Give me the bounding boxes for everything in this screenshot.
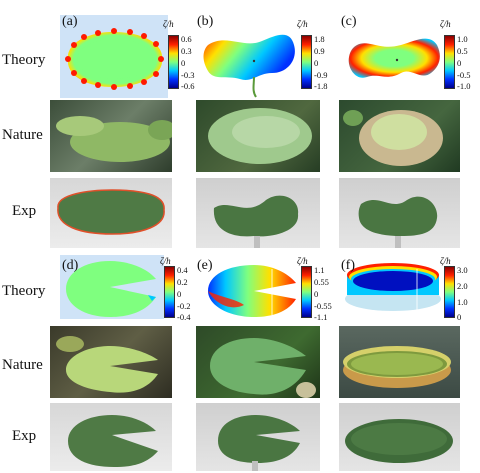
panel-b-tick: 0 [314, 58, 319, 68]
panel-f-tick: 0 [457, 312, 462, 322]
panel-c-tick: -0.5 [457, 70, 471, 80]
row-label-theory-bottom: Theory [2, 283, 46, 299]
row-label-nature-bottom: Nature [2, 357, 43, 373]
panel-f-colorbar-title: ζ/h [440, 256, 451, 266]
panel-e-nature-photo [196, 326, 320, 398]
panel-e-tick: 0 [314, 289, 319, 299]
panel-a-theory-plot [60, 15, 168, 98]
panel-f-letter: (f) [341, 258, 355, 273]
panel-f-tick: 2.0 [457, 281, 468, 291]
panel-b-tick: -1.8 [314, 81, 328, 91]
panel-c-tick: 1.0 [457, 34, 468, 44]
panel-e-tick: 0.55 [314, 277, 329, 287]
panel-e-colorbar [301, 266, 312, 318]
panel-c-tick: 0 [457, 58, 462, 68]
panel-e-letter: (e) [197, 258, 213, 273]
panel-d-nature-photo [50, 326, 172, 398]
panel-a-nature-photo [50, 100, 172, 172]
panel-c-theory-plot [339, 15, 443, 98]
panel-b-colorbar-title: ζ/h [297, 19, 308, 29]
panel-a-tick: -0.3 [181, 70, 195, 80]
panel-b-exp-photo [196, 178, 320, 248]
row-label-exp-top: Exp [12, 203, 37, 219]
panel-e-tick: -0.55 [314, 301, 332, 311]
panel-b-nature-photo [196, 100, 320, 172]
panel-f-tick: 1.0 [457, 297, 468, 307]
panel-c-colorbar [444, 35, 455, 89]
panel-e-theory-plot [196, 255, 300, 319]
panel-e-exp-photo [196, 403, 320, 471]
panel-d-colorbar-title: ζ/h [160, 256, 171, 266]
panel-d-exp-photo [50, 403, 172, 471]
row-label-exp-bottom: Exp [12, 428, 37, 444]
panel-b-tick: 1.8 [314, 34, 325, 44]
panel-d-tick: 0.4 [177, 265, 188, 275]
panel-d-letter: (d) [62, 258, 79, 273]
panel-b-letter: (b) [197, 14, 214, 29]
panel-c-colorbar-title: ζ/h [440, 19, 451, 29]
panel-a-tick: 0.6 [181, 34, 192, 44]
panel-d-tick: 0 [177, 289, 182, 299]
row-label-nature-top: Nature [2, 127, 43, 143]
panel-f-exp-photo [339, 403, 460, 471]
panel-d-colorbar [164, 266, 175, 318]
panel-a-tick: 0.3 [181, 46, 192, 56]
panel-d-tick: 0.2 [177, 277, 188, 287]
panel-b-theory-plot [196, 15, 300, 98]
panel-b-colorbar [301, 35, 312, 89]
panel-e-tick: -1.1 [314, 312, 328, 322]
panel-c-exp-photo [339, 178, 460, 248]
panel-a-tick: -0.6 [181, 81, 195, 91]
panel-a-colorbar [168, 35, 179, 89]
panel-a-letter: (a) [62, 14, 78, 29]
panel-c-tick: 0.5 [457, 46, 468, 56]
panel-a-tick: 0 [181, 58, 186, 68]
panel-c-letter: (c) [341, 14, 357, 29]
panel-e-colorbar-title: ζ/h [297, 256, 308, 266]
panel-e-tick: 1.1 [314, 265, 325, 275]
panel-d-tick: -0.2 [177, 301, 191, 311]
panel-a-colorbar-title: ζ/h [163, 19, 174, 29]
panel-c-tick: -1.0 [457, 81, 471, 91]
panel-b-tick: -0.9 [314, 70, 328, 80]
panel-f-theory-plot [339, 255, 443, 319]
panel-a-exp-photo [50, 178, 172, 248]
row-label-theory-top: Theory [2, 52, 46, 68]
panel-c-nature-photo [339, 100, 460, 172]
panel-d-tick: -0.4 [177, 312, 191, 322]
panel-f-colorbar [444, 266, 455, 318]
panel-b-tick: 0.9 [314, 46, 325, 56]
panel-d-theory-plot [60, 255, 164, 319]
panel-f-nature-photo [339, 326, 460, 398]
panel-f-tick: 3.0 [457, 265, 468, 275]
